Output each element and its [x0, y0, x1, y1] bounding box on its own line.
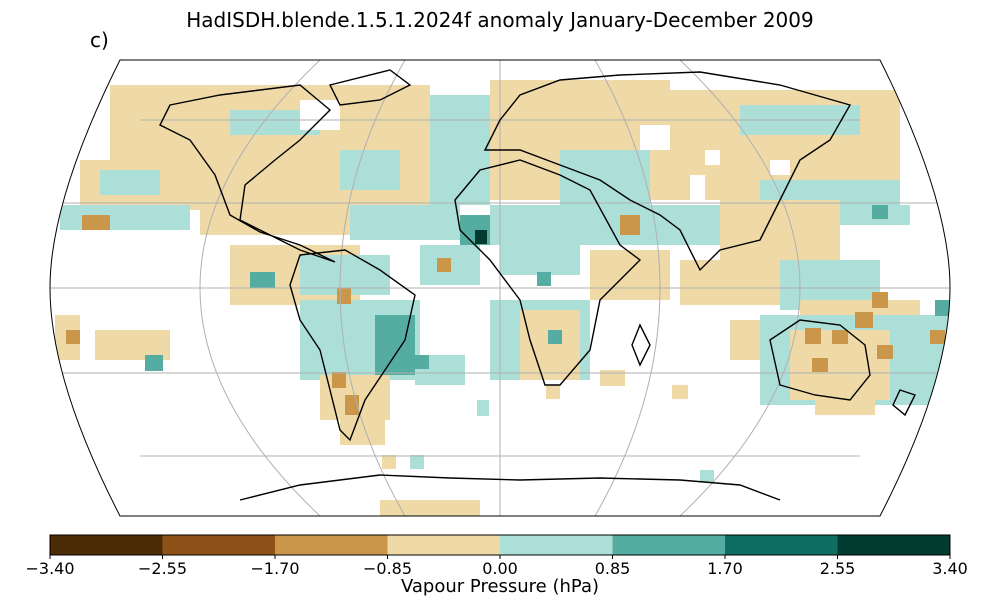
coastlines: [159, 69, 916, 501]
colorbar-segment: [275, 535, 388, 555]
graticule: [50, 60, 950, 516]
colorbar-tick-label: 2.55: [819, 559, 856, 578]
colorbar-segment: [500, 535, 613, 555]
colorbar-tick-label: 3.40: [932, 559, 968, 578]
panel-label: c): [90, 28, 109, 52]
colorbar: [50, 535, 951, 555]
colorbar-tick-label: 1.70: [707, 559, 743, 578]
colorbar-segment: [50, 535, 163, 555]
anomaly-grid: [55, 80, 950, 516]
colorbar-tick-label: −1.70: [250, 559, 300, 578]
colorbar-label: Vapour Pressure (hPa): [400, 576, 600, 597]
colorbar-segment: [387, 535, 501, 555]
colorbar-segment: [612, 535, 726, 555]
colorbar-segment: [725, 535, 838, 555]
colorbar-tick-label: −3.40: [25, 559, 75, 578]
colorbar-tick-label: −0.85: [362, 559, 413, 578]
colorbar-tick-label: 0.00: [482, 559, 518, 578]
map-frame: [49, 59, 951, 517]
colorbar-ticks: [49, 555, 951, 559]
colorbar-segment: [837, 535, 951, 555]
map-title: HadISDH.blende.1.5.1.2024f anomaly Janua…: [186, 8, 814, 32]
colorbar-segment: [162, 535, 276, 555]
colorbar-tick-label: −2.55: [137, 559, 188, 578]
colorbar-tick-label: 0.85: [594, 559, 631, 578]
